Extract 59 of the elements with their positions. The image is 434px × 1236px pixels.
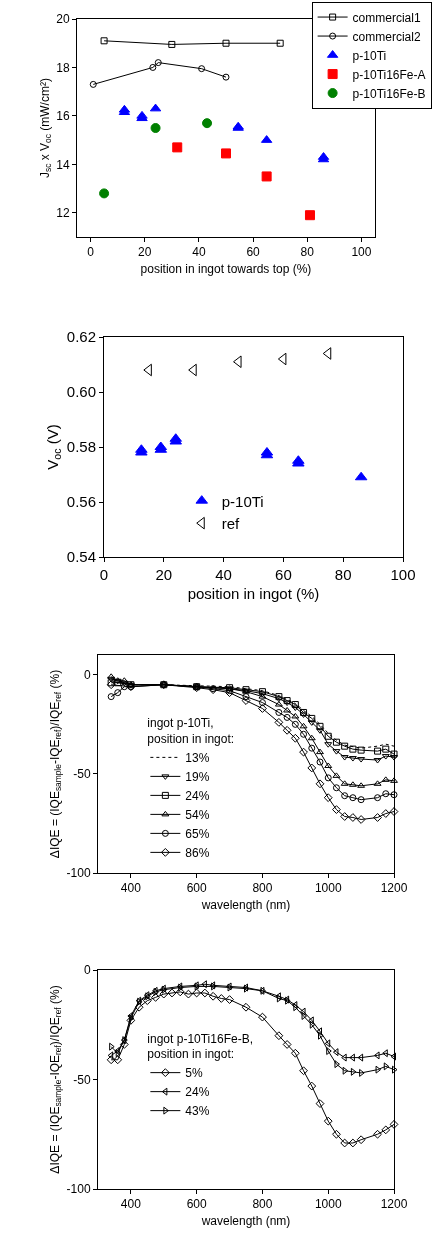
x-tick-label: 40 [215,566,232,583]
x-tick-label: 800 [252,1197,273,1212]
x-tick-label: 80 [300,245,315,260]
y-tick-label: 0 [83,963,91,978]
legend-label: p-10Ti [221,492,264,510]
x-axis-title: wavelength (nm) [200,1214,291,1229]
y-tick-label: 0.60 [66,383,96,401]
y-tick-label: -100 [66,1182,91,1197]
y-tick-label: 20 [56,12,70,27]
legend-label: p-10Ti16Fe-B [352,86,426,101]
legend-label: 86% [185,846,210,861]
legend-label: p-10Ti [352,48,387,63]
legend-title: ingot p-10Ti16Fe-B, position in ingot: [147,1031,253,1062]
legend-label: commercial1 [352,10,421,25]
legend-label: p-10Ti16Fe-A [352,67,426,82]
x-tick-label: 0 [99,566,109,583]
legend-label: 24% [185,789,210,804]
legend-label: 54% [185,808,210,823]
x-tick-label: 60 [275,566,292,583]
x-tick-label: 40 [192,245,206,260]
y-tick-label: -50 [73,767,91,782]
x-tick-label: 80 [334,566,352,583]
x-tick-label: 1200 [380,881,408,896]
legend-label: commercial2 [352,29,421,44]
legend-label: 19% [185,770,210,785]
y-tick-label: 0.62 [66,328,96,346]
x-axis-title: position in ingot (%) [187,585,320,602]
x-tick-label: 400 [120,881,142,896]
legend-label: 43% [185,1104,210,1119]
y-tick-label: 18 [56,60,70,75]
x-tick-label: 100 [351,245,372,260]
legend-label: ref [221,515,241,532]
x-tick-label: 1000 [314,881,342,896]
x-tick-label: 600 [186,1197,207,1212]
y-tick-label: 12 [56,205,70,220]
y-tick-label: 0.54 [66,548,96,566]
x-tick-label: 60 [246,245,261,260]
y-tick-label: 0 [83,668,91,683]
y-tick-label: -50 [73,1072,91,1087]
x-tick-label: 20 [138,245,152,260]
y-tick-label: 14 [56,157,70,172]
x-tick-label: 800 [252,881,273,896]
x-tick-label: 600 [186,881,207,896]
x-axis-title: position in ingot towards top (%) [140,262,312,277]
x-tick-label: 1200 [380,1197,408,1212]
legend-label: 24% [185,1085,210,1100]
x-tick-label: 20 [155,566,173,583]
legend-label: 65% [185,827,210,842]
x-tick-label: 1000 [314,1197,342,1212]
y-tick-label: 16 [56,109,70,124]
y-tick-label: 0.56 [66,493,96,511]
legend-label: 5% [185,1066,204,1081]
x-tick-label: 400 [120,1197,142,1212]
x-tick-label: 100 [390,566,416,583]
x-axis-title: wavelength (nm) [200,898,291,913]
legend-title: ingot p-10Ti, position in ingot: [147,716,235,746]
legend-label: 13% [185,751,210,766]
y-tick-label: 0.58 [66,438,96,456]
y-tick-label: -100 [66,866,91,881]
